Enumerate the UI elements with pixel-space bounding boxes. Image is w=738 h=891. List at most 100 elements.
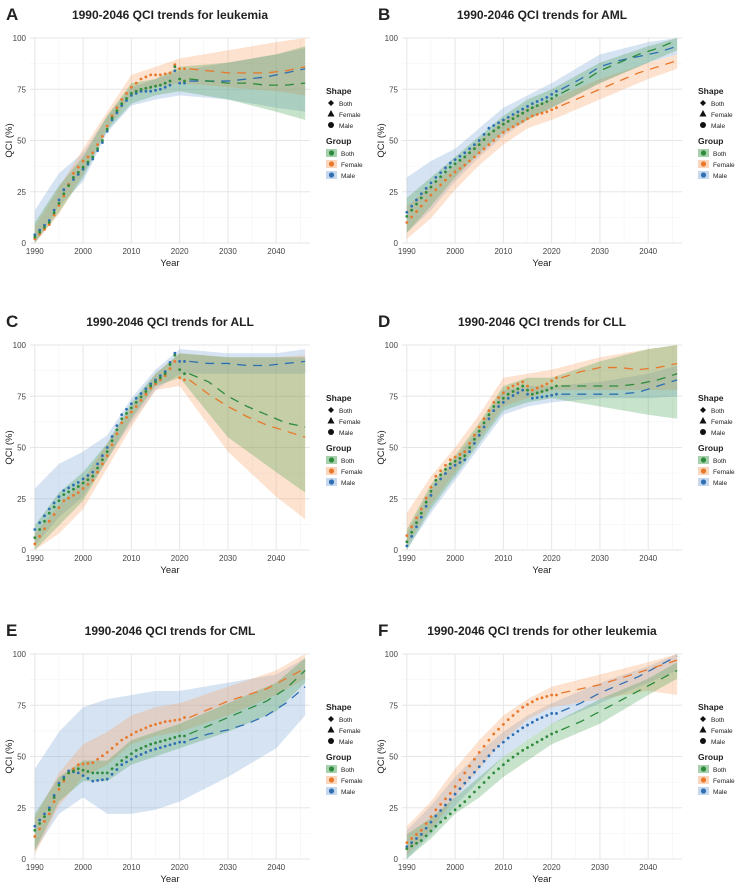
data-point-female: [521, 380, 525, 384]
legend-group-label: Female: [713, 469, 735, 476]
observed-points-male: [33, 69, 186, 237]
data-point-male: [458, 787, 462, 791]
data-point-male: [516, 110, 520, 114]
projection-line-both: [189, 78, 306, 86]
data-point-male: [535, 100, 539, 103]
data-point-both: [550, 97, 554, 100]
data-point-female: [67, 496, 71, 500]
data-point-both: [91, 474, 95, 478]
data-point-female: [129, 733, 133, 737]
legend-shape-label: Both: [711, 717, 725, 724]
legend-dot-both: [328, 150, 335, 156]
data-point-female: [487, 409, 491, 412]
legend-shape-label: Male: [711, 123, 725, 130]
data-point-both: [463, 800, 467, 803]
data-point-female: [110, 443, 114, 447]
data-point-male: [183, 740, 186, 744]
panel-letter: B: [378, 5, 390, 24]
data-point-both: [101, 771, 104, 775]
data-point-both: [125, 755, 128, 759]
legend-group-label: Female: [341, 778, 363, 785]
data-point-female: [482, 744, 486, 748]
y-tick-label: 75: [389, 392, 398, 401]
data-point-female: [526, 703, 529, 706]
data-point-both: [463, 155, 467, 159]
data-point-female: [482, 147, 486, 151]
data-point-female: [405, 841, 409, 844]
data-point-both: [535, 740, 539, 744]
data-point-male: [125, 99, 128, 102]
data-point-female: [134, 730, 138, 734]
data-point-male: [57, 781, 61, 785]
chart-title: 1990-2046 QCI trends for AML: [457, 8, 627, 22]
legend-triangle-icon: [327, 110, 335, 117]
legend-dot-male: [700, 172, 707, 178]
data-point-female: [76, 491, 80, 494]
data-point-both: [497, 401, 500, 404]
data-point-male: [530, 396, 534, 400]
data-point-both: [487, 132, 491, 136]
legend-triangle-icon: [327, 726, 335, 733]
x-tick-label: 2030: [219, 863, 237, 872]
x-tick-label: 2030: [219, 247, 237, 256]
data-point-both: [67, 490, 71, 494]
observed-points-female: [405, 376, 558, 538]
data-point-both: [154, 380, 157, 384]
legend-dot-male: [328, 172, 335, 178]
y-tick-label: 50: [389, 444, 398, 453]
data-point-female: [62, 194, 66, 198]
data-point-female: [473, 433, 476, 437]
gridlines: [30, 37, 310, 244]
data-point-male: [444, 803, 447, 807]
data-point-male: [139, 392, 143, 395]
data-point-both: [555, 384, 558, 388]
data-point-male: [429, 820, 433, 824]
data-point-both: [38, 528, 42, 531]
data-point-female: [47, 812, 51, 816]
gridlines: [402, 344, 682, 551]
x-tick-label: 2000: [446, 554, 464, 563]
data-point-both: [482, 421, 486, 425]
data-point-both: [501, 763, 505, 767]
data-point-both: [158, 83, 162, 87]
data-point-male: [415, 837, 418, 840]
data-point-male: [43, 223, 46, 227]
projection-line-female: [561, 362, 678, 379]
x-tick-label: 2030: [591, 247, 609, 256]
data-point-male: [33, 528, 37, 531]
data-point-male: [178, 81, 182, 85]
data-point-both: [183, 79, 186, 83]
data-point-male: [497, 121, 500, 125]
data-point-male: [526, 723, 529, 727]
data-point-both: [163, 372, 167, 376]
data-point-male: [168, 83, 172, 87]
legend-shape-title: Shape: [698, 393, 724, 403]
data-point-both: [540, 390, 544, 393]
data-point-female: [555, 106, 558, 110]
data-point-male: [96, 779, 99, 782]
data-point-male: [163, 744, 167, 748]
data-point-male: [110, 772, 114, 776]
observed-points-female: [405, 106, 558, 224]
data-point-female: [38, 232, 42, 236]
data-point-both: [139, 746, 143, 750]
data-point-male: [434, 176, 438, 179]
data-point-both: [57, 783, 61, 787]
plot-area: [33, 654, 306, 855]
data-point-female: [477, 751, 481, 754]
ci-band-both: [406, 345, 678, 550]
data-point-male: [149, 748, 153, 752]
plot-area: [405, 38, 678, 239]
legend-shape-label: Female: [339, 419, 361, 426]
legend-dot-both: [700, 766, 707, 772]
data-point-female: [183, 716, 186, 719]
data-point-male: [473, 442, 476, 445]
data-point-female: [555, 376, 558, 380]
data-point-female: [444, 797, 447, 801]
data-point-female: [91, 478, 95, 482]
data-point-male: [76, 771, 80, 775]
data-point-male: [405, 845, 409, 849]
legend-dot-male: [700, 479, 707, 485]
data-point-male: [91, 157, 95, 161]
x-tick-label: 1990: [398, 247, 416, 256]
